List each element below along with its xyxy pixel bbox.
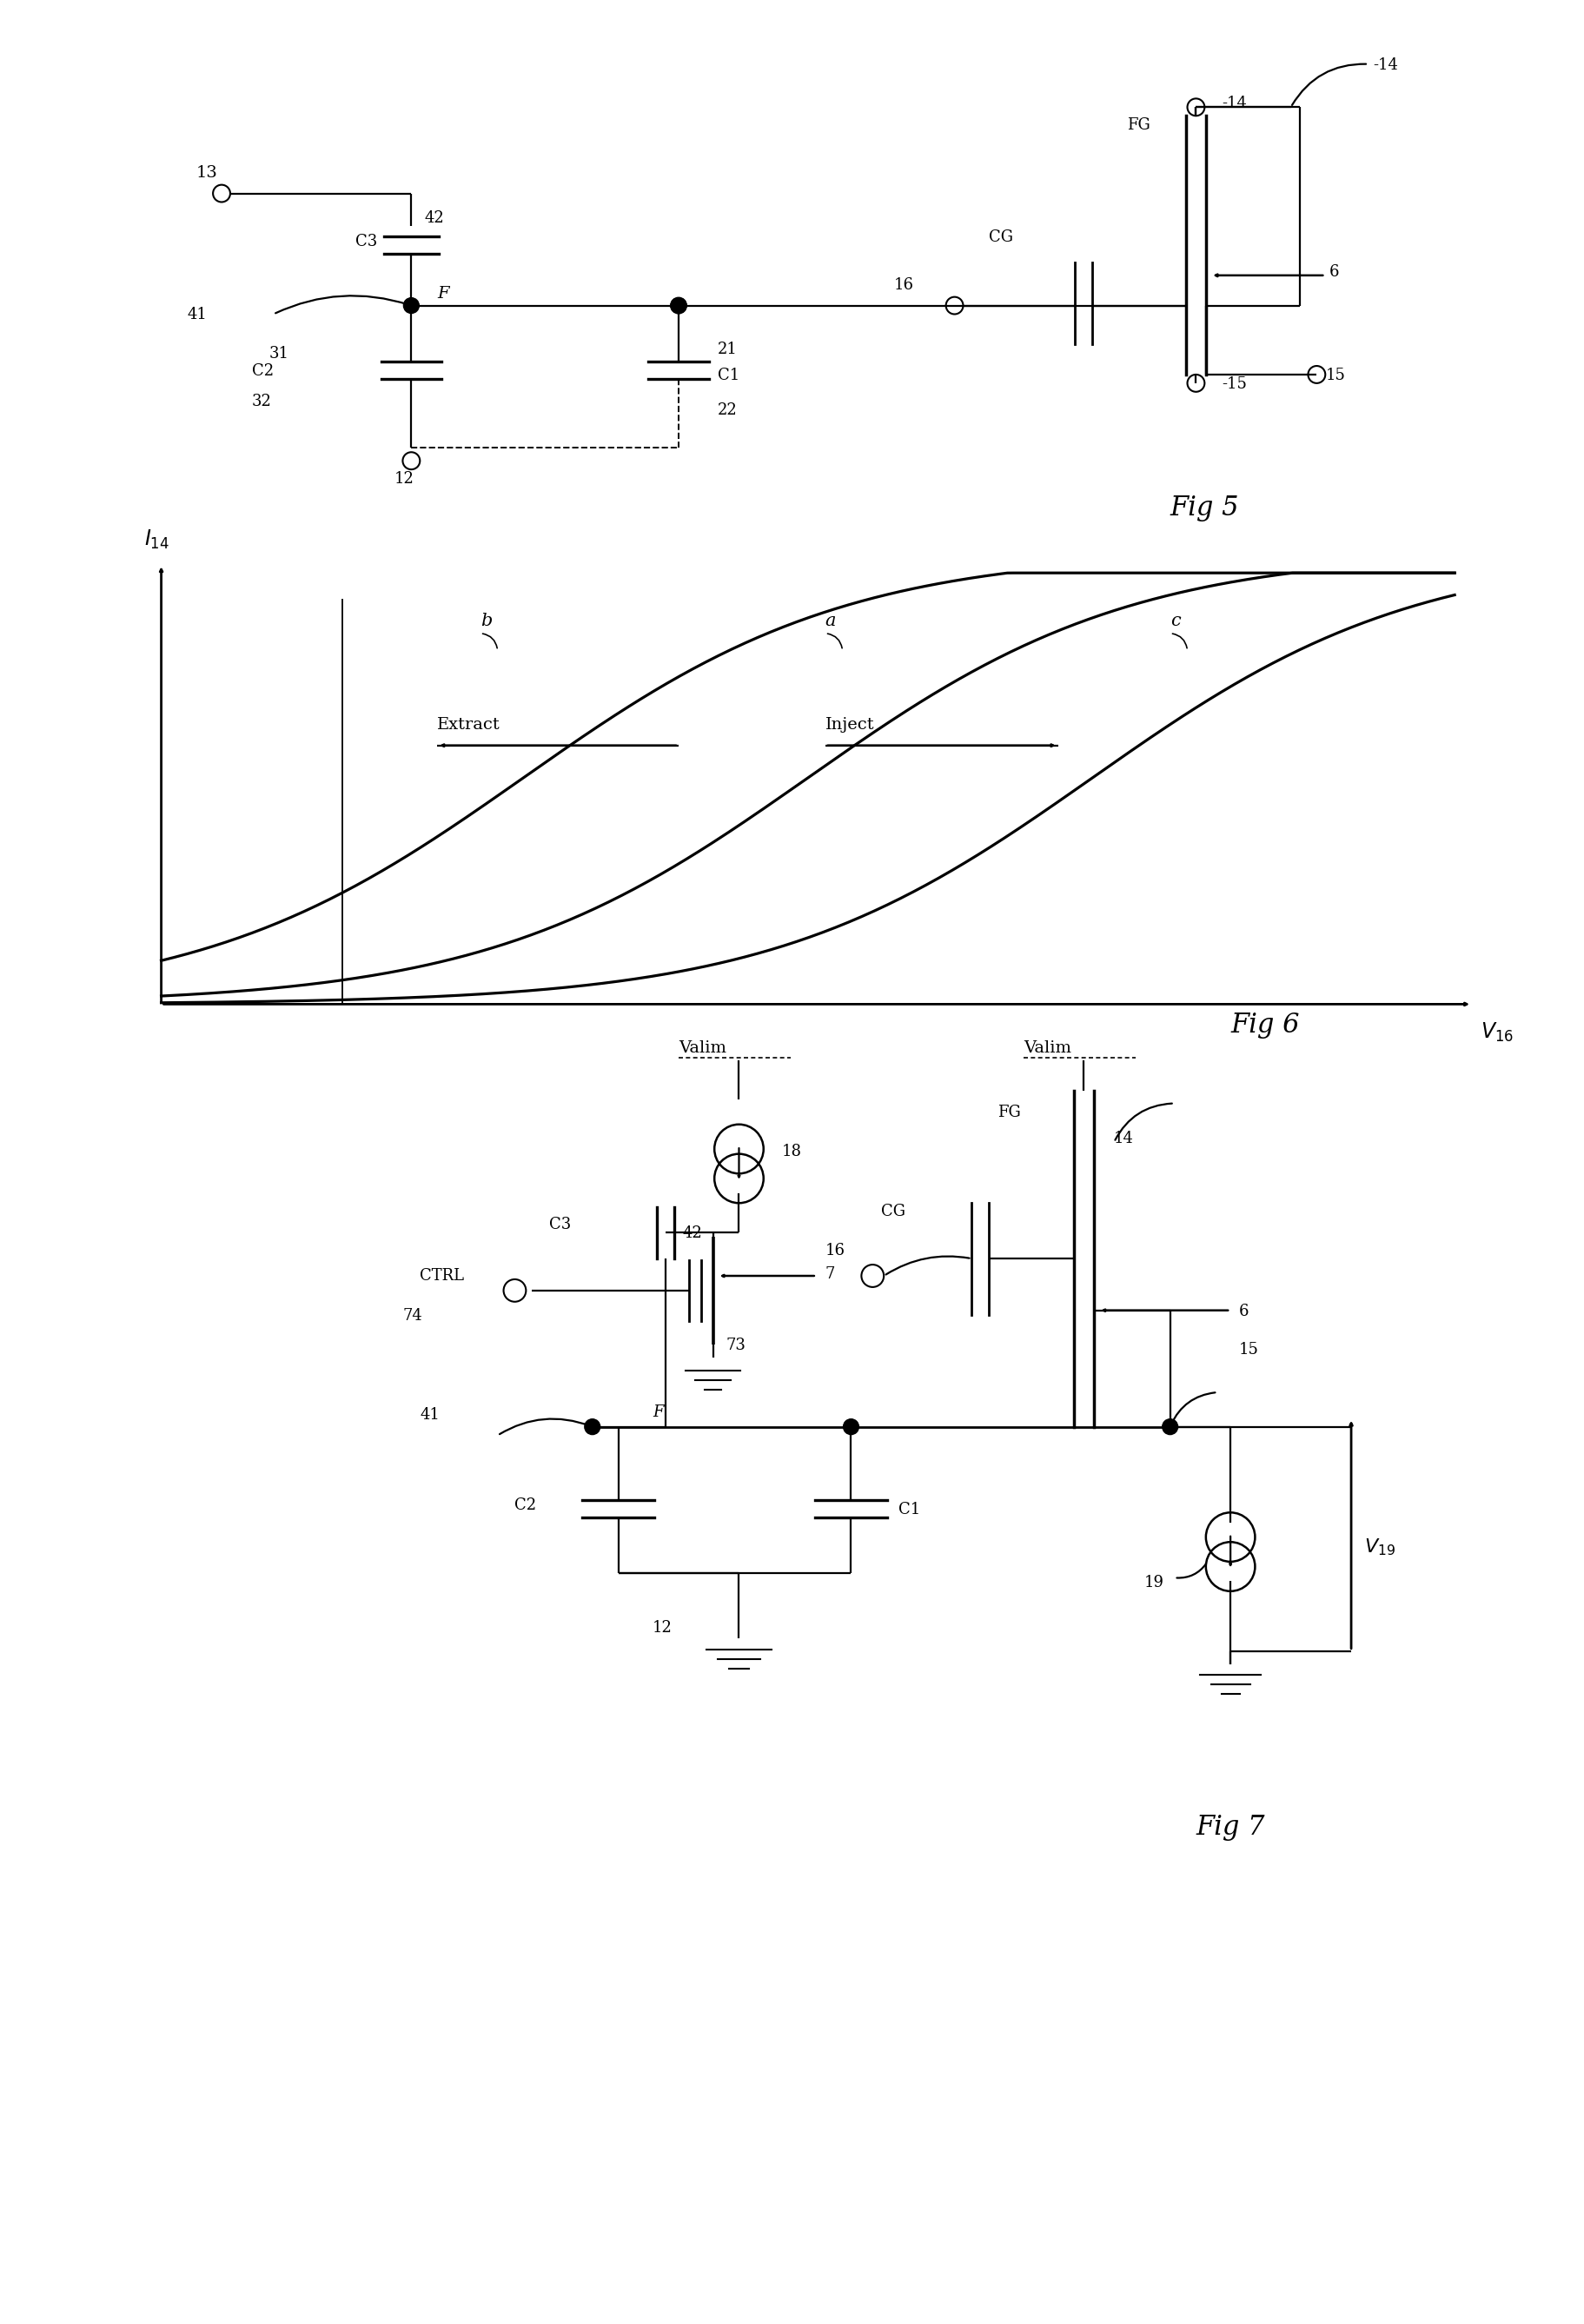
- Text: F: F: [437, 286, 448, 302]
- Circle shape: [843, 1420, 859, 1434]
- Text: 42: 42: [683, 1225, 703, 1241]
- Text: $V_{19}$: $V_{19}$: [1364, 1536, 1396, 1557]
- Text: $V_{16}$: $V_{16}$: [1481, 1023, 1514, 1043]
- Text: CG: CG: [881, 1204, 906, 1220]
- Text: Fig 5: Fig 5: [1171, 495, 1239, 521]
- Text: 12: 12: [653, 1620, 673, 1636]
- Circle shape: [584, 1420, 600, 1434]
- Text: 41: 41: [420, 1406, 440, 1422]
- Text: C2: C2: [252, 363, 274, 379]
- Text: 21: 21: [718, 342, 737, 358]
- Text: C3: C3: [550, 1218, 572, 1232]
- Circle shape: [672, 297, 686, 314]
- Text: 15: 15: [1239, 1343, 1259, 1357]
- Text: 32: 32: [252, 393, 272, 409]
- Text: 16: 16: [895, 277, 914, 293]
- Text: 15: 15: [1326, 367, 1345, 383]
- Circle shape: [1163, 1420, 1178, 1434]
- Text: FG: FG: [998, 1104, 1022, 1120]
- Text: c: c: [1171, 614, 1180, 630]
- Text: CG: CG: [988, 230, 1014, 244]
- Text: C2: C2: [515, 1497, 537, 1513]
- Text: 13: 13: [196, 165, 217, 181]
- Text: 22: 22: [718, 402, 737, 418]
- Text: Valim: Valim: [1023, 1041, 1071, 1055]
- Text: -15: -15: [1221, 376, 1247, 393]
- Text: Fig 6: Fig 6: [1231, 1011, 1299, 1039]
- Text: 73: 73: [725, 1339, 746, 1353]
- Text: CTRL: CTRL: [420, 1269, 464, 1283]
- Text: Inject: Inject: [825, 716, 874, 732]
- Text: 19: 19: [1144, 1576, 1164, 1590]
- Circle shape: [404, 297, 420, 314]
- Text: 6: 6: [1329, 265, 1340, 279]
- Text: b: b: [480, 614, 493, 630]
- Text: C1: C1: [898, 1501, 920, 1518]
- Text: 41: 41: [187, 307, 208, 323]
- Text: FG: FG: [1126, 119, 1150, 132]
- Text: 14: 14: [1114, 1132, 1134, 1146]
- Text: 42: 42: [425, 211, 444, 225]
- Text: 6: 6: [1239, 1304, 1250, 1320]
- Text: -14: -14: [1373, 58, 1397, 72]
- Text: Fig 7: Fig 7: [1196, 1813, 1266, 1841]
- Text: Valim: Valim: [678, 1041, 727, 1055]
- Text: F: F: [653, 1404, 664, 1420]
- Text: 12: 12: [394, 472, 413, 486]
- Text: -14: -14: [1221, 95, 1247, 112]
- Text: 16: 16: [825, 1243, 846, 1260]
- Text: C1: C1: [718, 367, 740, 383]
- Text: C3: C3: [355, 235, 377, 249]
- Text: 31: 31: [269, 346, 288, 363]
- Text: $I_{14}$: $I_{14}$: [144, 528, 169, 551]
- Text: a: a: [825, 614, 836, 630]
- Text: 74: 74: [402, 1308, 423, 1322]
- Text: 7: 7: [825, 1267, 835, 1283]
- Text: 18: 18: [782, 1143, 802, 1160]
- Text: Extract: Extract: [437, 716, 501, 732]
